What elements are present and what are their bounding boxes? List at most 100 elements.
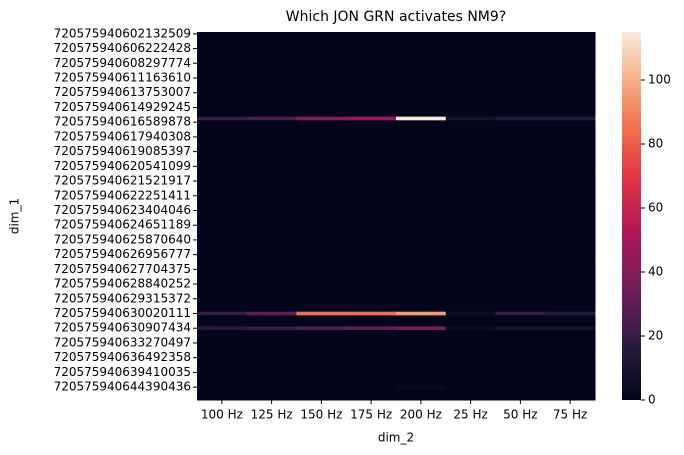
- cell: [545, 168, 596, 173]
- cell: [545, 153, 596, 158]
- cell: [246, 263, 297, 269]
- cell: [296, 50, 347, 55]
- cell: [495, 282, 546, 287]
- cell: [545, 322, 596, 327]
- cell: [495, 201, 546, 206]
- cell: [445, 46, 496, 51]
- cell: [445, 94, 496, 99]
- cell: [495, 61, 546, 66]
- cell: [197, 76, 248, 81]
- cell: [197, 304, 248, 309]
- y-tick-label: 720575940639410035: [54, 365, 191, 379]
- cell: [495, 333, 546, 338]
- cell: [545, 61, 596, 66]
- cell: [346, 135, 397, 140]
- cell: [296, 90, 347, 96]
- cell: [396, 46, 447, 51]
- cell: [396, 319, 447, 324]
- cell: [296, 138, 347, 143]
- cell: [396, 366, 447, 372]
- cell: [296, 149, 347, 154]
- cell: [197, 326, 248, 331]
- cell: [445, 293, 496, 298]
- cell: [246, 171, 297, 177]
- cell: [495, 278, 546, 283]
- cell: [296, 146, 347, 151]
- cell: [296, 366, 347, 372]
- x-axis-label: dim_2: [378, 431, 414, 445]
- cell: [197, 127, 248, 132]
- cell: [296, 271, 347, 276]
- cell: [296, 230, 347, 235]
- cell: [346, 54, 397, 59]
- cell: [495, 296, 546, 302]
- cell: [495, 116, 546, 121]
- cell: [495, 186, 546, 191]
- cell: [296, 179, 347, 184]
- cell: [445, 370, 496, 375]
- cell: [346, 355, 397, 361]
- cell: [346, 68, 397, 73]
- cell: [197, 179, 248, 184]
- cell: [197, 238, 248, 243]
- cell: [445, 238, 496, 243]
- cell: [396, 204, 447, 210]
- cell: [197, 149, 248, 154]
- cell: [445, 175, 496, 180]
- cell: [296, 212, 347, 217]
- cell: [396, 392, 447, 397]
- cell: [296, 374, 347, 379]
- cell: [396, 300, 447, 305]
- cell: [296, 385, 347, 390]
- cell: [296, 105, 347, 110]
- cell: [445, 50, 496, 55]
- cell: [346, 127, 397, 132]
- cell: [545, 293, 596, 298]
- cell: [445, 208, 496, 213]
- cell: [495, 35, 546, 40]
- cell: [545, 252, 596, 257]
- cell: [296, 249, 347, 254]
- cell: [445, 227, 496, 232]
- cell: [296, 190, 347, 195]
- y-tick-label: 720575940636492358: [54, 350, 191, 364]
- cell: [346, 79, 397, 85]
- y-tick-label: 720575940630907434: [54, 321, 191, 335]
- cell: [296, 396, 347, 401]
- cell: [246, 105, 297, 110]
- cell: [396, 87, 447, 92]
- cell: [346, 352, 397, 357]
- cell: [495, 65, 546, 70]
- cell: [495, 124, 546, 129]
- cell: [495, 256, 546, 261]
- x-tick-label: 200 Hz: [400, 408, 442, 422]
- cell: [495, 359, 546, 364]
- cell: [197, 171, 248, 177]
- cell: [495, 377, 546, 383]
- cell: [346, 341, 397, 346]
- cell: [296, 234, 347, 239]
- cell: [495, 146, 546, 151]
- cell: [246, 348, 297, 353]
- cell: [445, 72, 496, 77]
- cell: [495, 385, 546, 390]
- cell: [246, 61, 297, 66]
- cell: [545, 256, 596, 261]
- cell: [545, 109, 596, 114]
- y-tick-label: 720575940619085397: [54, 144, 191, 158]
- cell: [346, 193, 397, 199]
- cell: [197, 245, 248, 250]
- cell: [396, 160, 447, 165]
- cell: [445, 90, 496, 96]
- cell: [445, 120, 496, 125]
- cell: [545, 245, 596, 250]
- cell: [495, 43, 546, 48]
- cell: [396, 124, 447, 129]
- cell: [197, 385, 248, 390]
- cell: [197, 344, 248, 349]
- cell: [396, 57, 447, 62]
- cell: [495, 94, 546, 99]
- cell: [545, 124, 596, 129]
- cell: [545, 352, 596, 357]
- cell: [197, 65, 248, 70]
